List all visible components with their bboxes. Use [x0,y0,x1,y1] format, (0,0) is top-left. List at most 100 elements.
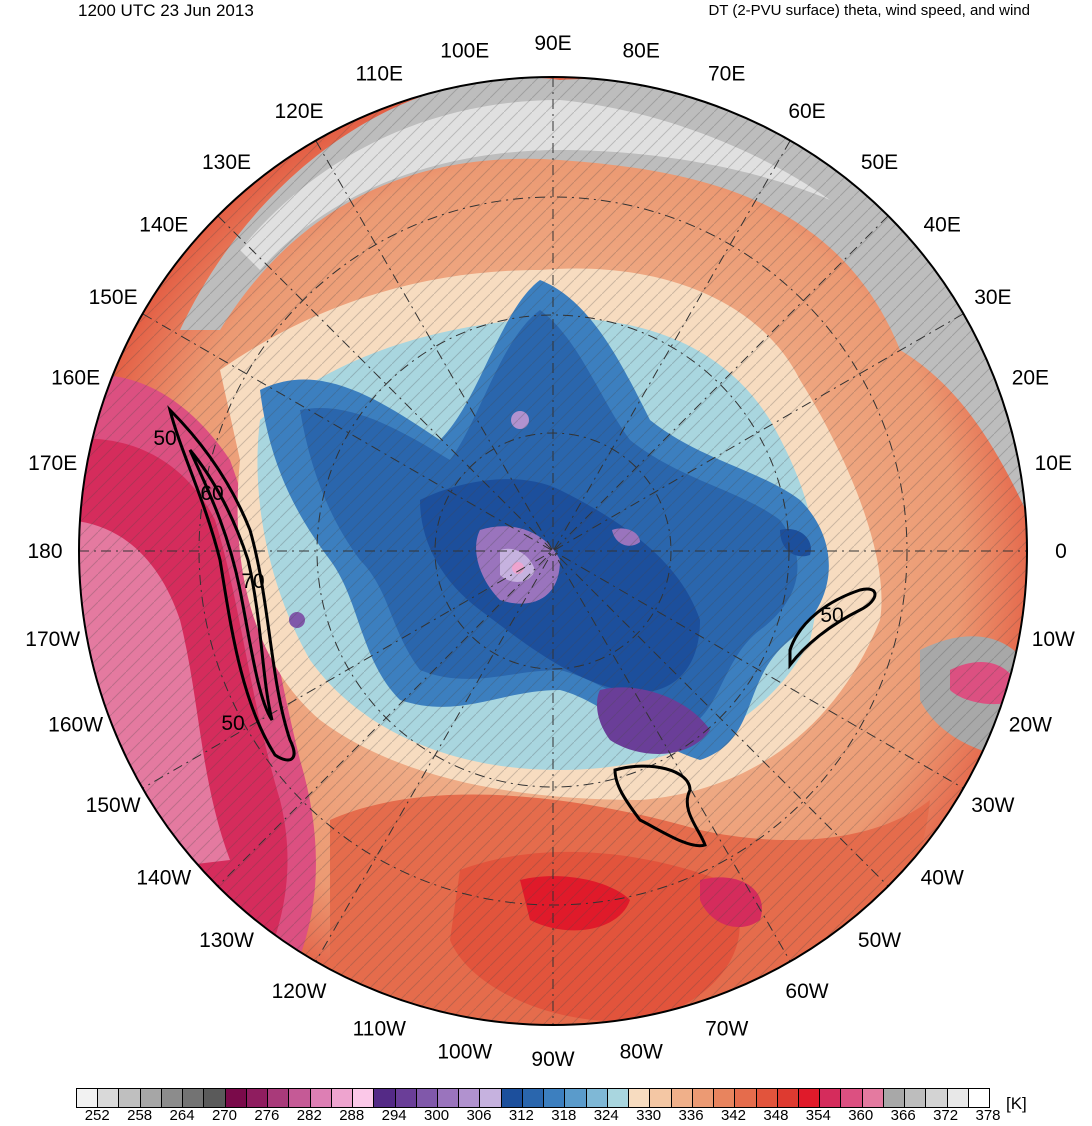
colorbar-cell [735,1089,757,1107]
lon-label: 120E [274,100,323,123]
colorbar-tick: 276 [254,1107,280,1124]
colorbar-cell [77,1089,99,1107]
colorbar-cell [480,1089,502,1107]
colorbar-cell [650,1089,672,1107]
colorbar-tick: 300 [424,1107,450,1124]
contour-label: 70 [241,570,264,593]
lon-label: 180 [27,540,62,563]
colorbar-unit: [K] [1006,1094,1027,1113]
colorbar-cell [225,1089,247,1107]
lon-label: 50W [858,929,901,952]
colorbar-cell [374,1089,396,1107]
lon-label: 20E [1012,366,1049,389]
lon-label: 60E [788,100,825,123]
colorbar-tick: 366 [890,1107,916,1124]
lon-label: 10W [1032,628,1075,651]
colorbar-cell [544,1089,566,1107]
lon-label: 80E [623,40,660,63]
colorbar-cell [140,1089,162,1107]
lon-label: 110W [353,1017,406,1040]
lon-label: 120W [272,980,327,1003]
colorbar-cell [268,1089,290,1107]
colorbar-cell [926,1089,948,1107]
colorbar-cell [204,1089,226,1107]
lon-label: 160W [48,714,103,737]
contour-label: 50 [221,712,244,735]
contour-label: 60 [200,482,223,505]
wind-speed-contours [167,405,877,848]
colorbar-tick: 312 [508,1107,534,1124]
colorbar-cell [522,1089,545,1107]
colorbar-cell [565,1089,587,1107]
lon-label: 90W [531,1048,574,1071]
lon-label: 60W [785,980,828,1003]
lon-label: 90E [534,32,571,55]
graticule [79,77,1027,1025]
colorbar-cell [883,1089,906,1107]
colorbar-tick: 306 [466,1107,492,1124]
lon-label: 80W [620,1040,663,1063]
lon-label: 170E [28,452,77,475]
lon-label: 130W [199,929,254,952]
colorbar-tick: 372 [933,1107,959,1124]
colorbar-tick: 258 [127,1107,153,1124]
colorbar-tick: 378 [975,1107,1001,1124]
colorbar-cell [841,1089,863,1107]
product-title: DT (2-PVU surface) theta, wind speed, an… [708,2,1030,19]
lon-label: 100E [440,40,489,63]
colorbar-tick: 342 [720,1107,746,1124]
colorbar-cell [416,1089,438,1107]
longitude-labels: 0 10E 20E 30E 40E 50E 60E 70E 80E 90E 100E 110E 120E… [25,32,1075,1071]
lon-label: 50E [861,151,898,174]
colorbar-cell [671,1089,693,1107]
lon-label: 30W [971,794,1014,817]
lon-label: 100W [437,1040,492,1063]
colorbar-cell [501,1089,523,1107]
contour-label: 50 [820,604,843,627]
colorbar-cell [331,1089,354,1107]
colorbar-tick: 354 [805,1107,831,1124]
lon-label: 20W [1009,714,1052,737]
lon-label: 140W [136,867,191,890]
lon-label: 160E [51,366,100,389]
colorbar-tick: 324 [593,1107,619,1124]
lon-label: 40E [924,214,961,237]
colorbar-cell [459,1089,481,1107]
colorbar-tick: 318 [551,1107,577,1124]
colorbar [76,1088,990,1108]
contour-labels: 50 60 70 50 50 [153,427,843,735]
colorbar-cell [629,1089,651,1107]
lon-label: 0 [1055,540,1067,563]
colorbar-cell [437,1089,460,1107]
lon-label: 40W [921,867,964,890]
lon-label: 170W [25,628,80,651]
valid-time: 1200 UTC 23 Jun 2013 [78,1,254,20]
colorbar-tick: 330 [636,1107,662,1124]
colorbar-cell [905,1089,927,1107]
colorbar-cell [119,1089,141,1107]
lon-label: 150W [86,794,141,817]
colorbar-cell [798,1089,821,1107]
colorbar-cell [289,1089,311,1107]
colorbar-tick: 360 [848,1107,874,1124]
colorbar-tick: 252 [84,1107,110,1124]
colorbar-cell [310,1089,332,1107]
colorbar-cell [820,1089,842,1107]
colorbar-cell [777,1089,799,1107]
colorbar-cell [968,1089,990,1107]
lon-label: 10E [1035,452,1072,475]
polar-map: 50 60 70 50 50 0 10E 20E 30E 40E 50E 60E 70E 80E 90E 1… [25,32,1075,1071]
lon-label: 150E [89,286,138,309]
colorbar-cell [353,1089,375,1107]
lon-label: 30E [974,286,1011,309]
colorbar-cell [183,1089,205,1107]
lon-label: 70E [708,63,745,86]
colorbar-tick: 294 [381,1107,407,1124]
colorbar-cell [714,1089,736,1107]
colorbar-cell [395,1089,417,1107]
lon-label: 130E [202,151,251,174]
colorbar-tick: 348 [763,1107,789,1124]
lon-label: 110E [356,63,404,86]
colorbar-cell [246,1089,269,1107]
colorbar-tick: 264 [169,1107,195,1124]
